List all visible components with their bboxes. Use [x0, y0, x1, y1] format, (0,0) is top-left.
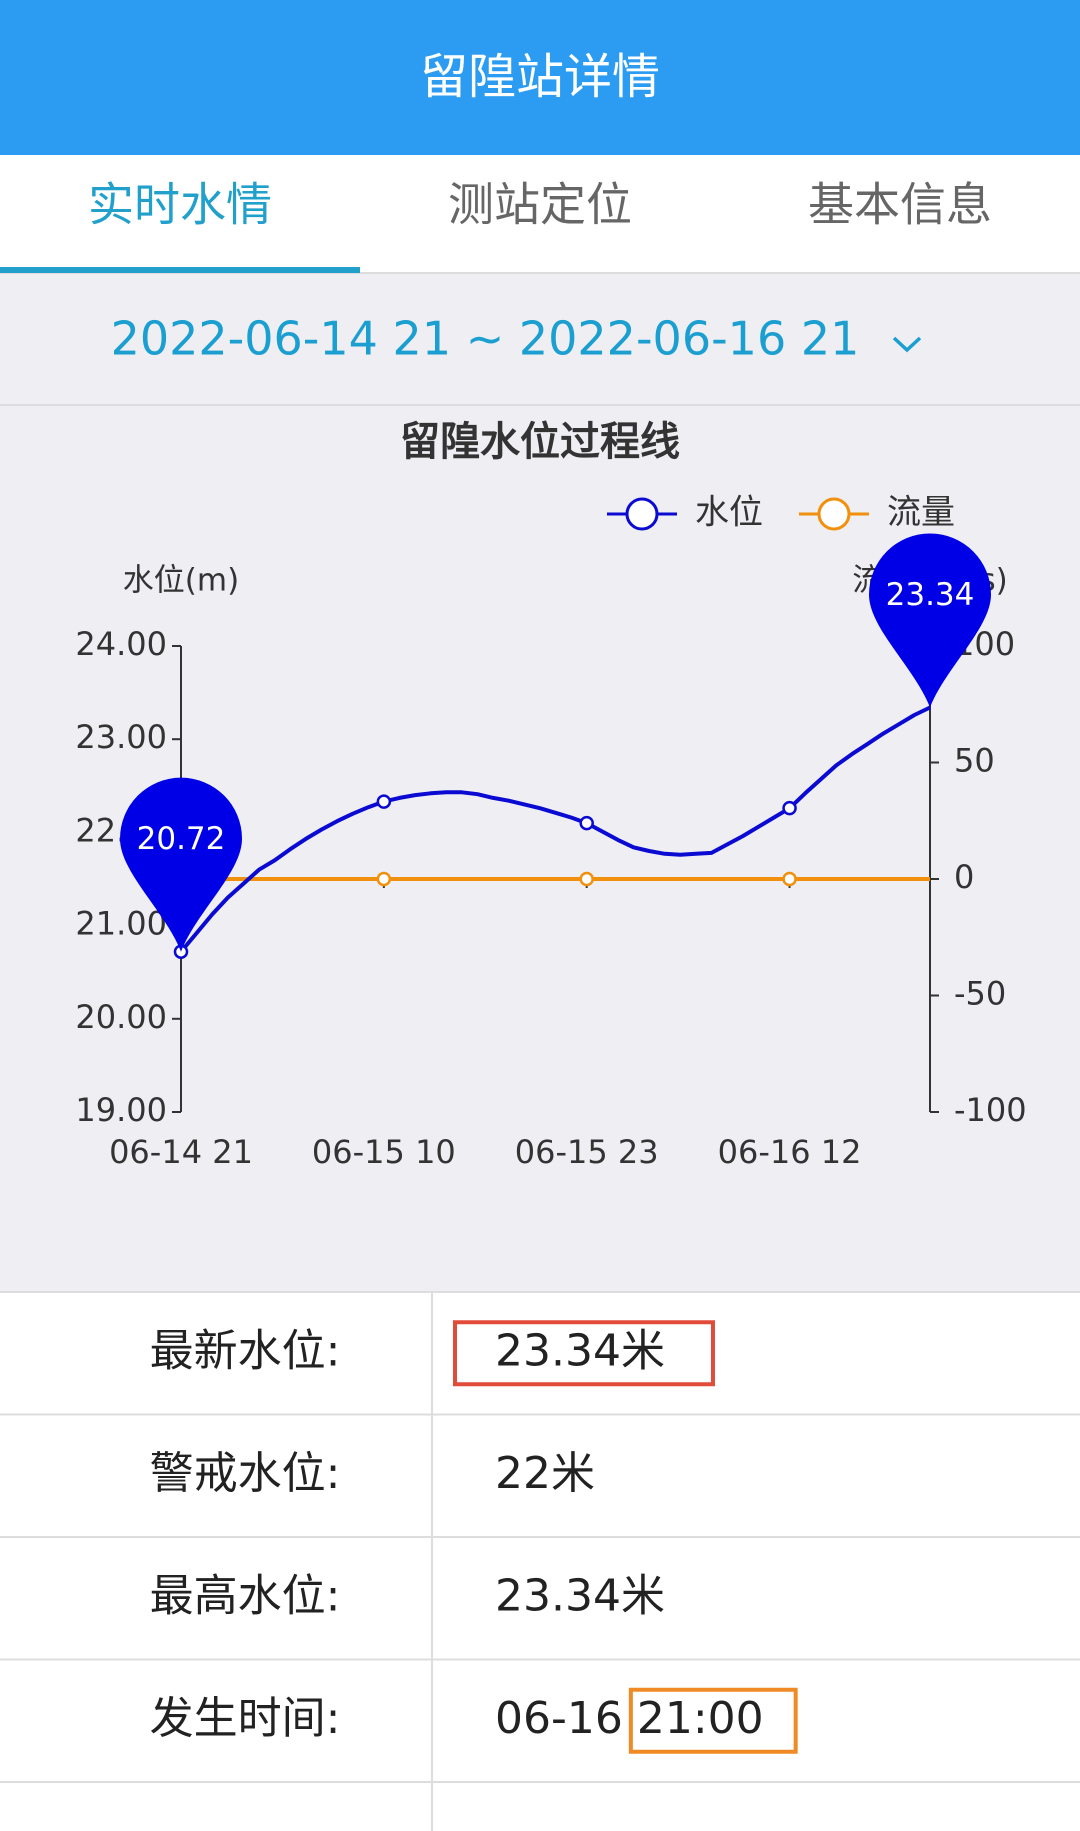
x-tick-label: 06-16 12 — [718, 1133, 862, 1171]
series-line — [179, 705, 931, 953]
y-axis-label: 水位(m) — [123, 563, 239, 599]
y2-tick-label: -50 — [954, 975, 1006, 1013]
highlight-box — [628, 1687, 798, 1754]
y2-tick-label: 50 — [954, 742, 995, 780]
tab[interactable]: 基本信息 — [808, 178, 992, 232]
mark-pin — [120, 777, 243, 952]
highlight-box — [453, 1320, 715, 1387]
data-point — [579, 815, 594, 831]
row-label: 发生时间: — [150, 1693, 341, 1744]
row-label: 最新水位: — [150, 1325, 341, 1376]
table-background — [0, 1292, 1080, 1831]
y2-tick-label: -100 — [954, 1091, 1027, 1129]
data-point — [376, 871, 392, 887]
legend-label[interactable]: 流量 — [887, 493, 955, 533]
chart-title: 留隍水位过程线 — [400, 419, 680, 465]
row-label: 最高水位: — [150, 1570, 341, 1621]
row-value: 23.34米 — [495, 1325, 665, 1376]
row-value: 06-16 — [495, 1693, 623, 1744]
y-tick-label: 20.00 — [75, 998, 167, 1036]
y-tick-label: 23.00 — [75, 718, 167, 756]
legend-label[interactable]: 水位 — [695, 493, 763, 533]
data-point — [782, 871, 797, 887]
row-value: 23.34米 — [495, 1570, 665, 1621]
dropdown-chevron[interactable] — [892, 336, 922, 353]
tab[interactable]: 测站定位 — [448, 178, 632, 232]
row-label: 警戒水位: — [150, 1448, 341, 1499]
legend-marker — [817, 497, 851, 531]
data-point — [376, 794, 392, 809]
data-point — [579, 871, 594, 887]
x-tick-label: 06-15 23 — [515, 1133, 659, 1171]
tab[interactable]: 实时水情 — [88, 178, 272, 232]
y2-tick-label: 0 — [954, 858, 974, 896]
x-tick-label: 06-15 10 — [312, 1133, 456, 1171]
y-tick-label: 19.00 — [75, 1091, 167, 1129]
y-tick-label: 21.00 — [75, 905, 167, 943]
header-bar — [0, 0, 1080, 155]
y-tick-label: 24.00 — [75, 625, 167, 663]
row-value: 21:00 — [637, 1693, 764, 1744]
mark-pin-label: 20.72 — [137, 821, 226, 857]
legend-marker — [625, 497, 659, 531]
tab-underline — [0, 267, 360, 273]
x-tick-label: 06-14 21 — [109, 1133, 253, 1171]
row-value: 22米 — [495, 1448, 595, 1499]
data-point — [782, 800, 797, 816]
mark-pin-label: 23.34 — [886, 577, 975, 613]
header-title: 留隍站详情 — [420, 49, 660, 105]
date-range[interactable]: 2022-06-14 21 ~ 2022-06-16 21 — [111, 312, 860, 366]
mark-pin — [869, 533, 991, 708]
